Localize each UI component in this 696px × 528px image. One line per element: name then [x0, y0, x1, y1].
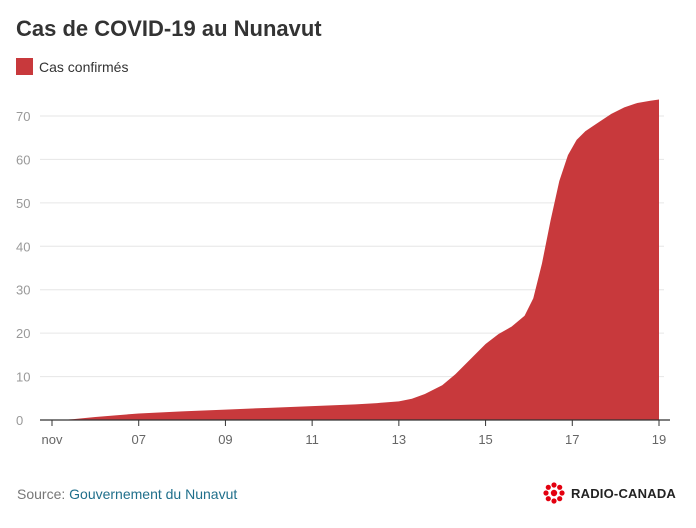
x-tick-label: 09	[218, 432, 232, 447]
x-tick-label: 19	[652, 432, 666, 447]
source-link[interactable]: Gouvernement du Nunavut	[69, 486, 238, 502]
brand-wordmark: RADIO-CANADA	[571, 485, 676, 501]
source-line: Source: Gouvernement du Nunavut	[17, 486, 237, 502]
x-tick-label: 15	[478, 432, 492, 447]
chart-title: Cas de COVID-19 au Nunavut	[16, 16, 322, 41]
radio-canada-gem-icon	[543, 482, 565, 504]
area-chart: 0 10 20 30 40 50 60 70 nov 07 09 11 13 15 17 19	[16, 99, 670, 447]
y-tick-label: 20	[16, 326, 30, 341]
y-tick-label: 30	[16, 283, 30, 298]
x-tick-label: 17	[565, 432, 579, 447]
x-tick-label: nov	[42, 432, 63, 447]
legend: Cas confirmés	[16, 58, 128, 75]
series-area-cas-confirmes	[60, 99, 659, 421]
y-tick-label: 50	[16, 196, 30, 211]
y-tick-label: 0	[16, 413, 23, 428]
x-tick-label: 11	[305, 432, 319, 447]
x-tick-label: 07	[131, 432, 145, 447]
y-tick-label: 10	[16, 370, 30, 385]
y-tick-label: 40	[16, 239, 30, 254]
legend-swatch	[16, 58, 33, 75]
y-tick-label: 70	[16, 109, 30, 124]
source-prefix: Source:	[17, 486, 70, 502]
legend-label: Cas confirmés	[39, 58, 129, 75]
x-tick-label: 13	[392, 432, 406, 447]
brand-logo: RADIO-CANADA	[543, 482, 676, 504]
y-tick-label: 60	[16, 152, 30, 167]
